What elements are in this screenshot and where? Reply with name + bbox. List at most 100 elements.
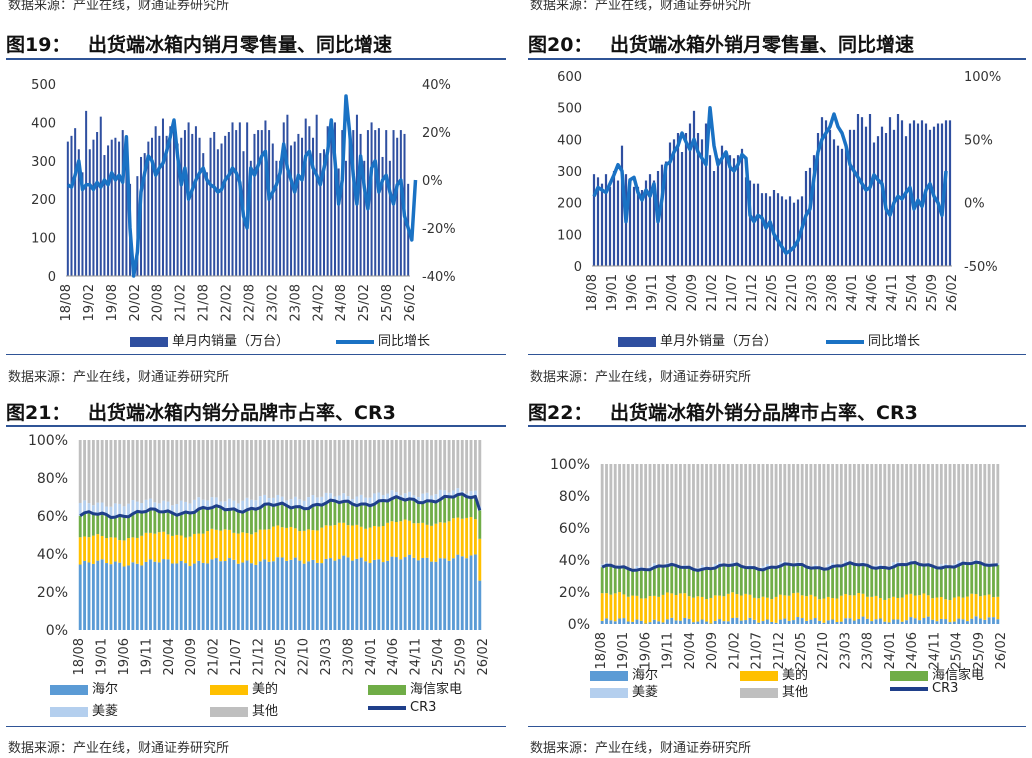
fig21-bar-3 (359, 494, 363, 504)
fig22-bar-2 (839, 565, 843, 596)
fig21-bar-3 (386, 493, 390, 502)
fig22-bar-4 (800, 464, 804, 565)
fig21-bottom-rule (6, 726, 506, 727)
fig21-bar-0 (394, 557, 398, 630)
fig21-bar-2 (241, 512, 245, 533)
fig21-bar-3 (324, 492, 328, 504)
fig21-bar-3 (346, 496, 350, 502)
fig22-chart: 0% 20% 40% 60% 80% 100% 18/08 19/01 19/06 19/11 20… (550, 457, 1009, 669)
fig22-bar-0 (848, 618, 852, 624)
fig22-bar-0 (831, 619, 835, 624)
fig22-bar-1 (935, 597, 939, 622)
fig22-bar-0 (865, 618, 869, 624)
fig20-xtick: 21/12 (745, 274, 760, 311)
fig22-bar-0 (779, 619, 782, 624)
fig21-bar-2 (386, 501, 390, 523)
fig22-bar-4 (661, 464, 665, 566)
fig21-bar-1 (184, 537, 188, 564)
fig19-xtick: 20/02 (128, 284, 143, 321)
fig22-bar-2 (657, 565, 661, 597)
fig21-ytick: 80% (37, 471, 68, 487)
fig22-bar-0 (931, 619, 935, 624)
fig21-bar-1 (399, 521, 403, 560)
fig22-legend-swatch (590, 670, 628, 681)
fig22-bar-0 (705, 621, 708, 624)
fig22-bar-0 (857, 618, 861, 624)
fig21-bar-2 (122, 516, 126, 541)
fig21-bar-1 (403, 519, 407, 558)
fig22-bar-2 (883, 567, 887, 600)
fig22-xtick: 25/09 (972, 632, 987, 669)
fig21-bar-3 (271, 497, 275, 506)
fig21-bar-0 (460, 556, 464, 630)
fig22-bar-4 (809, 464, 813, 567)
fig20-bar (728, 155, 732, 266)
fig22-bar-0 (965, 621, 969, 624)
fig22-title-text: 出货端冰箱外销分品牌市占率、CR3 (610, 402, 918, 424)
fig21-bar-3 (192, 499, 196, 513)
fig21-bar-4 (394, 440, 398, 492)
fig19-bar (363, 160, 366, 276)
fig20-bar (832, 139, 836, 266)
fig21-bar-0 (447, 560, 451, 630)
fig21-bar-4 (342, 440, 346, 494)
fig21-bar-1 (197, 533, 201, 561)
fig22-bar-4 (970, 464, 974, 562)
fig22-bar-3 (635, 566, 639, 571)
fig22-legend-label: 其他 (782, 685, 809, 700)
fig19-bar (260, 130, 263, 276)
fig22-bar-0 (774, 622, 778, 624)
fig21-rule (6, 425, 506, 427)
fig22-bar-1 (848, 595, 852, 619)
fig22-bar-2 (939, 568, 943, 598)
fig21-bar-1 (144, 532, 148, 562)
fig20-legend-bar-label: 单月外销量（万台） (660, 334, 778, 349)
fig21-bar-4 (465, 440, 469, 494)
fig22-bar-0 (652, 619, 656, 624)
fig21-bar-4 (219, 440, 223, 502)
fig21-bar-1 (346, 525, 350, 558)
fig21-bar-0 (131, 562, 135, 630)
fig21-bar-4 (390, 440, 394, 491)
fig22-bar-4 (722, 464, 726, 565)
fig20-bar (852, 129, 856, 266)
fig21-bar-4 (223, 440, 227, 502)
fig22-bar-4 (987, 464, 991, 564)
fig20-bar (736, 155, 740, 266)
fig22-xtick: 23/08 (861, 632, 876, 669)
fig22-bar-3 (765, 563, 769, 569)
fig22-legend-swatch (740, 670, 778, 681)
fig21-bar-0 (346, 557, 350, 630)
fig22-bar-0 (887, 622, 891, 624)
fig21-xtick: 25/09 (454, 638, 469, 675)
fig19-bar (103, 155, 106, 276)
fig19-bar (92, 139, 95, 276)
fig21-bar-3 (408, 491, 411, 499)
fig22-bar-0 (818, 620, 821, 624)
fig21-bar-1 (219, 530, 223, 562)
fig22-bar-1 (713, 595, 717, 621)
fig21-bar-4 (311, 440, 315, 496)
fig20-chart: 0 100 200 300 400 500 600 -50% 0% 50% 100% 18/08 19/… (557, 70, 1001, 311)
fig20-bar (604, 174, 608, 266)
fig19-bar (352, 130, 355, 276)
fig19-bar (180, 137, 183, 276)
fig22-bar-2 (957, 565, 961, 597)
fig21-bar-3 (456, 488, 460, 495)
fig20-bar (816, 133, 820, 266)
fig22-xtick: 22/10 (816, 632, 831, 669)
fig20-bar (672, 139, 676, 266)
fig22-bar-2 (735, 564, 739, 595)
fig21-bar-0 (236, 563, 240, 630)
fig19-bar (96, 132, 99, 276)
fig21-bar-4 (122, 440, 126, 507)
fig22-rule (528, 425, 1026, 427)
fig22-xtick: 25/04 (950, 632, 965, 669)
fig21-bar-2 (421, 502, 425, 523)
fig19-xtick: 23/08 (288, 284, 303, 321)
fig20-bar (928, 129, 932, 266)
fig22-legend-label: 海尔 (632, 668, 659, 683)
fig19-bar (191, 133, 194, 276)
fig21-bar-1 (267, 529, 271, 562)
fig21-bar-1 (263, 529, 267, 560)
